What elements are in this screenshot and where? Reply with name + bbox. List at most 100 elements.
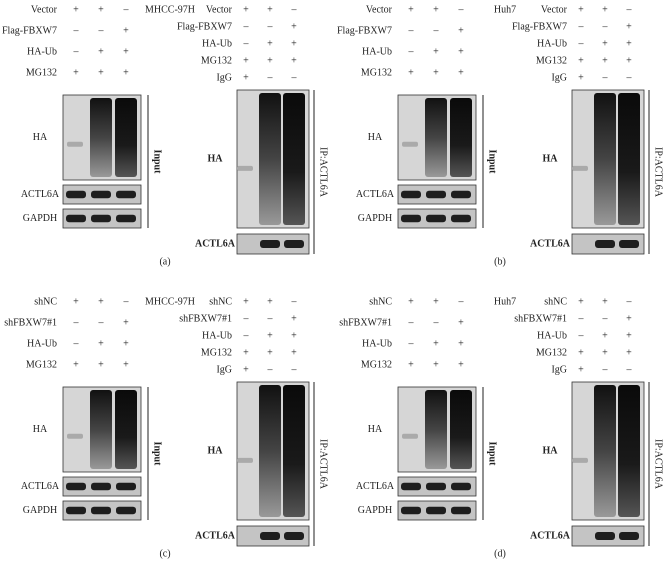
condition-sign: – xyxy=(408,46,415,57)
blot-lane xyxy=(425,98,447,177)
condition-label: MG132 xyxy=(201,55,232,66)
side-label: Input xyxy=(487,150,498,175)
condition-sign: + xyxy=(578,347,584,358)
blot-lane xyxy=(594,93,616,225)
condition-label: shFBXW7#1 xyxy=(339,317,392,328)
condition-sign: + xyxy=(458,46,464,57)
band-label: GAPDH xyxy=(23,505,57,516)
panel: MHCC-97H(c)shNC + + –shFBXW7#1– – +HA-Ub – + +MG… xyxy=(4,296,329,559)
panel-label: (a) xyxy=(159,256,170,267)
band-label: GAPDH xyxy=(358,505,392,516)
condition-sign: – xyxy=(408,317,415,328)
blot-lane xyxy=(594,385,616,517)
blot-band xyxy=(426,190,446,199)
condition-sign: + xyxy=(243,296,249,307)
panel-title: MHCC-97H xyxy=(145,4,195,15)
condition-sign: – xyxy=(458,296,465,307)
condition-label: Vector xyxy=(206,4,233,15)
condition-sign: – xyxy=(243,21,250,32)
condition-sign: – xyxy=(626,296,633,307)
condition-sign: – xyxy=(291,72,298,83)
blot-band xyxy=(451,482,471,491)
condition-sign: – xyxy=(243,330,250,341)
condition-sign: + xyxy=(123,317,129,328)
condition-sign: + xyxy=(267,296,273,307)
condition-sign: – xyxy=(243,313,250,324)
band-label: ACTL6A xyxy=(195,530,236,541)
panel-title: Huh7 xyxy=(494,4,516,15)
blot-band xyxy=(91,482,111,491)
blot-band xyxy=(66,190,86,199)
band-label: GAPDH xyxy=(358,213,392,224)
condition-sign: – xyxy=(458,4,465,15)
condition-label: shFBXW7#1 xyxy=(179,313,232,324)
condition-sign: + xyxy=(578,296,584,307)
condition-sign: – xyxy=(73,46,80,57)
condition-sign: + xyxy=(602,38,608,49)
condition-sign: + xyxy=(626,313,632,324)
condition-sign: + xyxy=(433,4,439,15)
blot-lane xyxy=(283,93,305,225)
blot-lane xyxy=(425,390,447,469)
band-label: HA xyxy=(543,153,559,164)
condition-label: Flag-FBXW7 xyxy=(337,25,392,36)
condition-sign: + xyxy=(433,67,439,78)
condition-sign: + xyxy=(267,38,273,49)
blot-lane xyxy=(237,457,253,463)
blot-band xyxy=(401,506,421,515)
blot-band xyxy=(401,482,421,491)
condition-sign: + xyxy=(98,67,104,78)
blot-band xyxy=(451,506,471,515)
condition-label: shFBXW7#1 xyxy=(514,313,567,324)
condition-sign: + xyxy=(98,4,104,15)
condition-sign: + xyxy=(267,55,273,66)
condition-sign: – xyxy=(433,25,440,36)
band-label: ACTL6A xyxy=(356,189,395,200)
condition-sign: – xyxy=(602,72,609,83)
condition-sign: + xyxy=(458,359,464,370)
blot-lane xyxy=(67,433,83,439)
condition-sign: + xyxy=(458,67,464,78)
panel: Huh7(d)shNC + + –shFBXW7#1– – +HA-Ub – + +MG132 +… xyxy=(339,296,664,559)
band-label: HA xyxy=(368,424,383,435)
condition-sign: – xyxy=(291,296,298,307)
condition-label: HA-Ub xyxy=(362,46,392,57)
condition-sign: + xyxy=(243,55,249,66)
condition-sign: + xyxy=(267,330,273,341)
condition-sign: + xyxy=(291,330,297,341)
band-label: ACTL6A xyxy=(530,530,571,541)
condition-sign: – xyxy=(98,25,105,36)
condition-sign: + xyxy=(98,46,104,57)
condition-label: Flag-FBXW7 xyxy=(177,21,232,32)
blot-band xyxy=(426,482,446,491)
condition-sign: + xyxy=(433,359,439,370)
blot-lane xyxy=(259,385,281,517)
condition-sign: + xyxy=(626,38,632,49)
condition-sign: + xyxy=(602,55,608,66)
condition-sign: – xyxy=(73,338,80,349)
condition-sign: + xyxy=(626,55,632,66)
blot-band xyxy=(91,506,111,515)
blot-lane xyxy=(237,165,253,171)
condition-label: Vector xyxy=(31,4,58,15)
blot-lane xyxy=(259,93,281,225)
blot-lane xyxy=(450,390,472,469)
blot-band xyxy=(91,190,111,199)
condition-label: MG132 xyxy=(361,67,392,78)
condition-sign: + xyxy=(433,46,439,57)
blot-lane xyxy=(402,141,418,147)
blot-lane xyxy=(618,93,640,225)
condition-sign: – xyxy=(291,4,298,15)
condition-label: shNC xyxy=(544,296,567,307)
condition-sign: – xyxy=(578,313,585,324)
condition-label: MG132 xyxy=(361,359,392,370)
condition-label: shNC xyxy=(209,296,232,307)
condition-label: shFBXW7#1 xyxy=(4,317,57,328)
condition-sign: + xyxy=(626,21,632,32)
condition-sign: + xyxy=(243,347,249,358)
blot-lane xyxy=(572,165,588,171)
blot-lane xyxy=(402,433,418,439)
condition-sign: + xyxy=(291,347,297,358)
blot-lane xyxy=(618,385,640,517)
